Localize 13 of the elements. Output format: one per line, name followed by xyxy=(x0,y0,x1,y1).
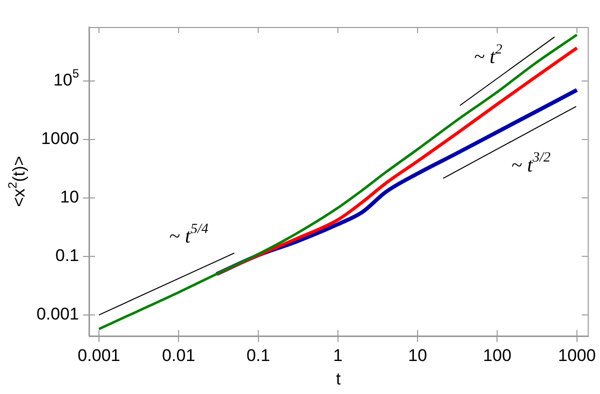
x-tick-label: 0.01 xyxy=(162,346,196,365)
y-tick-label: 0.001 xyxy=(36,304,80,324)
x-tick-label: 1 xyxy=(333,346,343,365)
x-tick-label: 10 xyxy=(408,346,428,365)
y-tick-label: 0.1 xyxy=(55,246,80,266)
y-tick-label: 10 xyxy=(60,188,80,207)
x-tick-label: 0.1 xyxy=(246,346,270,365)
x-tick-label: 100 xyxy=(483,346,512,365)
y-tick-label: 1000 xyxy=(41,129,80,148)
x-tick-label: 1000 xyxy=(558,346,596,365)
x-tick-label: 0.001 xyxy=(78,346,120,365)
x-axis-title: t xyxy=(336,369,342,388)
y-axis-title: <x2(t)> xyxy=(6,156,29,208)
